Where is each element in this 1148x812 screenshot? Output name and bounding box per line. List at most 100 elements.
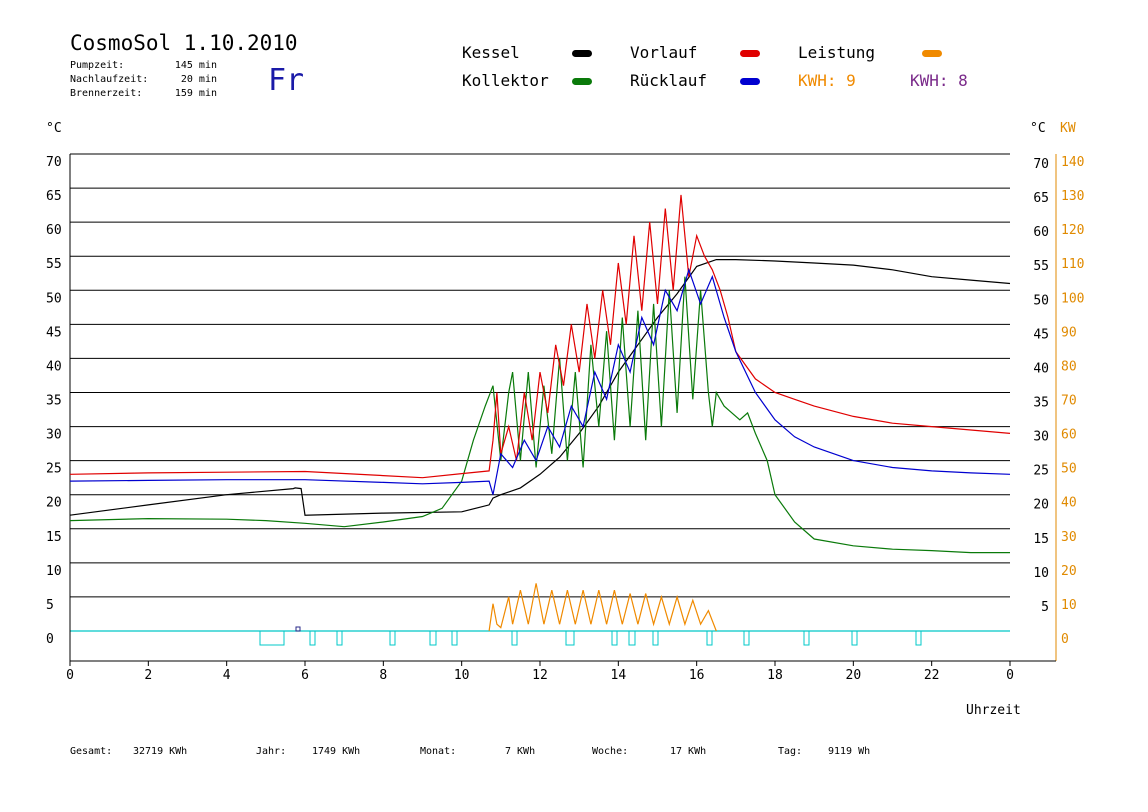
y-right-kw-tick-label: 90 [1061,325,1077,340]
y-right-kw-tick-label: 80 [1061,359,1077,374]
y-right-c-tick-label: 5 [1041,600,1049,615]
footer-value-gesamt: 32719 KWh [133,746,187,757]
y-left-tick-label: 45 [46,325,62,340]
legend-label-kessel: Kessel [462,43,520,62]
y-left-tick-label: 35 [46,394,62,409]
y-left-tick-label: 50 [46,291,62,306]
day-label: Fr [268,63,304,98]
stat-value-pumpzeit: 145 min [175,60,217,71]
y-right-c-tick-label: 65 [1033,191,1049,206]
y-right-c-tick-label: 45 [1033,327,1049,342]
legend: Kessel Kollektor Vorlauf Rücklauf Leistu… [462,43,968,90]
x-tick-label: 10 [454,668,470,683]
legend-swatch-vorlauf [740,50,760,57]
y-left-tick-label: 30 [46,428,62,443]
left-unit-label: °C [46,121,62,136]
x-tick-label: 4 [223,668,231,683]
series-line-rcklauf [69,267,1011,495]
x-tick-label: 0 [66,668,74,683]
y-right-kw-tick-label: 110 [1061,257,1084,272]
y-right-kw-tick-label: 20 [1061,564,1077,579]
x-tick-label: 14 [611,668,627,683]
legend-label-ruecklauf: Rücklauf [630,71,707,90]
y-left-tick-label: 15 [46,530,62,545]
status-marker [611,630,618,646]
status-marker [511,630,518,646]
x-tick-label: 8 [379,668,387,683]
footer-label-gesamt: Gesamt: [70,746,112,757]
legend-swatch-kollektor [572,78,592,85]
y-right-kw-tick-label: 60 [1061,428,1077,443]
legend-swatch-leistung [922,50,942,57]
x-tick-label: 6 [301,668,309,683]
status-marker [565,630,575,646]
y-right-kw-tick-label: 10 [1061,598,1077,613]
tick-labels: 0510152025303540455055606570510152025303… [46,155,1084,683]
x-tick-label: 16 [689,668,705,683]
y-right-c-tick-label: 30 [1033,430,1049,445]
series-lines [69,194,1011,632]
y-left-tick-label: 55 [46,257,62,272]
stats-block: Pumpzeit: 145 min Nachlaufzeit: 20 min B… [70,60,217,99]
footer-label-woche: Woche: [592,746,628,757]
y-right-kw-tick-label: 100 [1061,291,1084,306]
right-unit-c-label: °C [1030,121,1046,136]
y-left-tick-label: 60 [46,223,62,238]
x-axis-label: Uhrzeit [966,703,1021,718]
y-left-tick-label: 65 [46,189,62,204]
series-line-kollektor [69,276,1010,554]
y-right-kw-tick-label: 50 [1061,462,1077,477]
kwh-orange-label: KWH: 9 [798,71,856,90]
y-right-kw-tick-label: 140 [1061,155,1084,170]
status-markers [259,626,922,646]
x-tick-label: 2 [144,668,152,683]
y-left-tick-label: 10 [46,564,62,579]
x-tick-label: 12 [532,668,548,683]
y-right-kw-tick-label: 40 [1061,496,1077,511]
y-left-tick-label: 40 [46,359,62,374]
legend-label-kollektor: Kollektor [462,71,549,90]
series-line-leistung [488,583,717,632]
y-right-c-tick-label: 70 [1033,157,1049,172]
stat-label-brennerzeit: Brennerzeit: [70,88,142,99]
y-left-tick-label: 5 [46,598,54,613]
footer-label-tag: Tag: [778,746,802,757]
y-right-c-tick-label: 40 [1033,361,1049,376]
y-left-tick-label: 70 [46,155,62,170]
legend-swatch-ruecklauf [740,78,760,85]
status-marker [915,630,922,646]
y-left-tick-label: 20 [46,496,62,511]
right-unit-kw-label: KW [1060,121,1076,136]
stat-label-pumpzeit: Pumpzeit: [70,60,124,71]
footer-value-woche: 17 KWh [670,746,706,757]
status-marker [259,630,285,646]
legend-label-leistung: Leistung [798,43,875,62]
stat-value-nachlaufzeit: 20 min [181,74,217,85]
legend-label-vorlauf: Vorlauf [630,43,697,62]
footer-value-monat: 7 KWh [505,746,535,757]
status-marker [336,630,343,646]
status-marker [851,630,858,646]
x-tick-label: 20 [846,668,862,683]
footer-totals: Gesamt: 32719 KWh Jahr: 1749 KWh Monat: … [70,746,870,757]
series-line-kessel [69,259,1011,516]
y-right-kw-tick-label: 0 [1061,632,1069,647]
footer-label-monat: Monat: [420,746,456,757]
status-marker [743,630,750,646]
y-left-tick-label: 25 [46,462,62,477]
x-tick-label: 0 [1006,668,1014,683]
status-marker [429,630,437,646]
status-marker [628,630,636,646]
y-right-c-tick-label: 25 [1033,464,1049,479]
status-marker [803,630,810,646]
y-right-c-tick-label: 10 [1033,566,1049,581]
status-marker [389,630,396,646]
status-marker [652,630,659,646]
y-right-c-tick-label: 35 [1033,396,1049,411]
stat-label-nachlaufzeit: Nachlaufzeit: [70,74,148,85]
status-marker [309,630,316,646]
y-right-kw-tick-label: 70 [1061,394,1077,409]
y-right-c-tick-label: 15 [1033,532,1049,547]
kwh-purple-label: KWH: 8 [910,71,968,90]
